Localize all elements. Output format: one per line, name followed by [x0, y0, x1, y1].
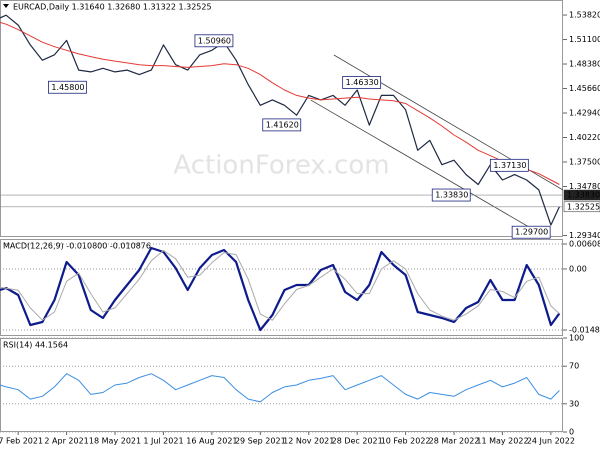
- y-tick-label: 1.40220: [569, 133, 600, 142]
- level-box: [563, 189, 600, 201]
- series-line: [0, 246, 561, 332]
- x-tick-label: 17 Feb 2021: [0, 437, 43, 446]
- y-tick-label: 1.37500: [569, 157, 600, 166]
- x-tick-label: 28 Dec 2021: [332, 437, 383, 446]
- panel-title: RSI(14) 44.1564: [3, 341, 68, 350]
- x-tick-label: 1 Jul 2021: [143, 437, 183, 446]
- series-line: [0, 373, 560, 403]
- x-tick-label: 24 Jun 2022: [527, 437, 575, 446]
- annotation-label: 1.33830: [435, 191, 468, 200]
- annotation-box: [511, 225, 551, 239]
- y-tick-label: 1.42940: [569, 109, 600, 118]
- level-label: 1.33830: [567, 191, 600, 200]
- annotation-box: [262, 118, 302, 132]
- y-tick-label: 1.51100: [569, 35, 600, 44]
- y-tick-label: 70: [569, 362, 579, 371]
- annotation-box: [194, 34, 234, 48]
- x-tick-label: 11 May 2022: [476, 437, 528, 446]
- annotation-label: 1.41620: [266, 120, 299, 129]
- y-tick-label: 1.53820: [569, 11, 600, 20]
- panel-title: EURCAD,Daily 1.31640 1.32680 1.31322 1.3…: [13, 3, 212, 12]
- annotation-label: 1.50960: [198, 36, 231, 45]
- x-tick-label: 16 Aug 2021: [186, 437, 237, 446]
- y-tick-label: -0.014876: [569, 325, 600, 334]
- trend-line: [310, 99, 543, 236]
- level-box: [563, 201, 600, 213]
- annotation-box: [48, 80, 87, 94]
- annotation-label: 1.29700: [515, 228, 548, 237]
- menu-triangle: [3, 4, 9, 8]
- level-label: 1.32525: [567, 202, 600, 211]
- x-tick-label: 28 Mar 2022: [429, 437, 480, 446]
- y-tick-label: 30: [569, 399, 579, 408]
- panel-frame: [0, 0, 563, 237]
- x-tick-label: 2 Apr 2021: [44, 437, 88, 446]
- y-tick-label: 0: [569, 428, 574, 437]
- y-tick-label: 1.48380: [569, 60, 600, 69]
- annotation-box: [489, 158, 529, 172]
- x-tick-label: 29 Sep 2021: [235, 437, 286, 446]
- y-tick-label: 100: [569, 334, 584, 343]
- annotation-box: [342, 76, 382, 89]
- series-line: [0, 21, 560, 185]
- x-tick-label: 18 May 2021: [89, 437, 141, 446]
- x-tick-label: 10 Feb 2022: [381, 437, 431, 446]
- annotation-label: 1.45800: [51, 83, 84, 92]
- panel-title: MACD(12,26,9) -0.010800 -0.010876: [3, 242, 151, 251]
- annotation-label: 1.46330: [346, 78, 379, 87]
- y-tick-label: 0.006084: [569, 239, 600, 248]
- annotation-label: 1.37130: [493, 161, 526, 170]
- x-tick-label: 12 Nov 2021: [283, 437, 334, 446]
- y-tick-label: 1.34780: [569, 182, 600, 191]
- series-line: [0, 14, 560, 226]
- series-line: [0, 250, 560, 321]
- watermark: ActionForex.com: [173, 150, 389, 180]
- y-tick-label: 1.45660: [569, 84, 600, 93]
- y-tick-label: 0.00: [569, 264, 587, 273]
- annotation-box: [431, 188, 471, 202]
- y-tick-label: 1.29340: [569, 231, 600, 240]
